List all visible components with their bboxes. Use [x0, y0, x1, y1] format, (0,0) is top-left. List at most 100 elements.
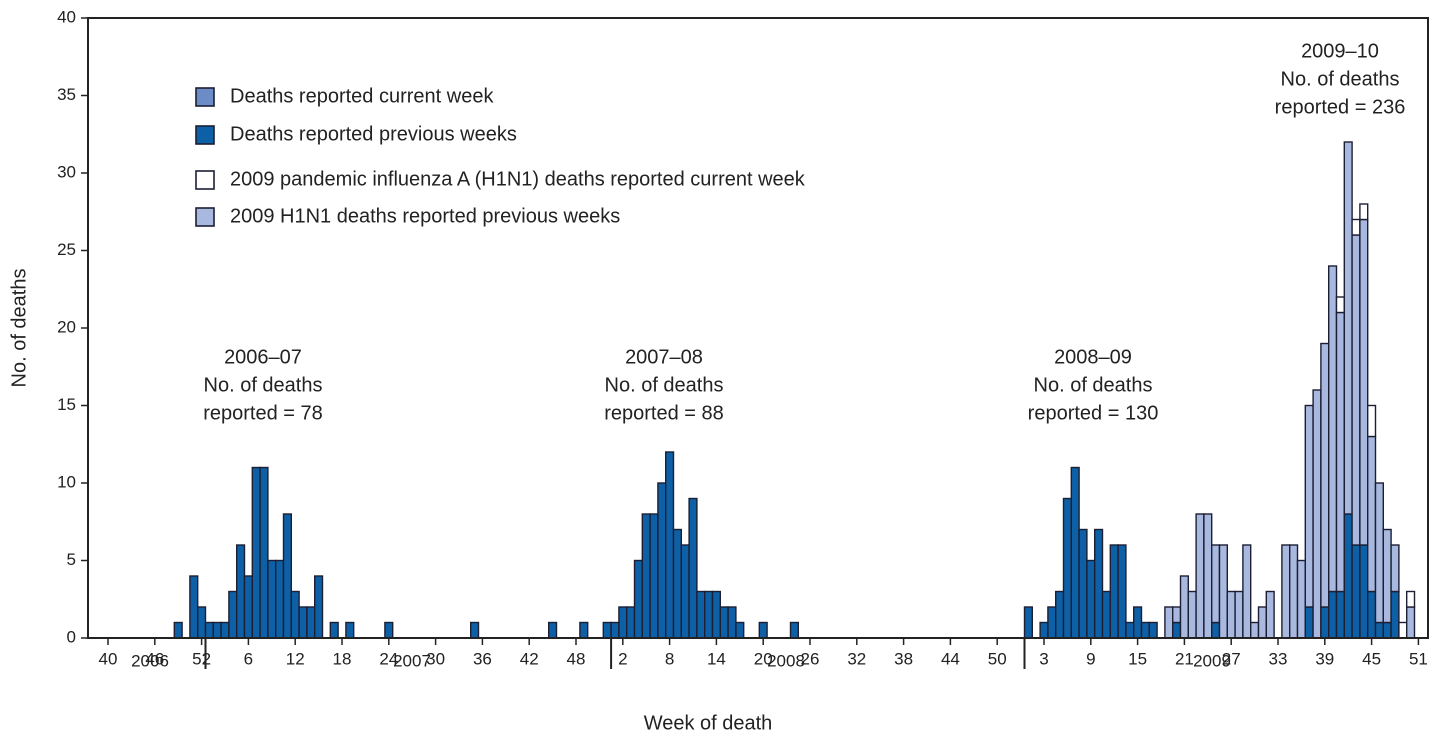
x-tick-label: 8: [665, 649, 674, 668]
x-tick-label: 52: [192, 649, 211, 668]
bar-segment: [1257, 606, 1268, 639]
x-tick-label: 48: [567, 649, 586, 668]
bar-segment: [680, 544, 690, 639]
season-annotation: No. of deaths: [1281, 68, 1400, 90]
x-tick-label: 3: [1039, 649, 1048, 668]
season-annotation: 2009–10: [1301, 40, 1379, 62]
bar-segment: [1390, 590, 1400, 639]
x-tick-label: 9: [1086, 649, 1095, 668]
bar-segment: [1312, 389, 1322, 639]
bar-segment: [1234, 590, 1244, 639]
bar-segment: [1086, 559, 1096, 639]
bar-segment: [189, 575, 199, 639]
season-annotation: No. of deaths: [1034, 374, 1153, 396]
bar-segment: [1047, 606, 1057, 639]
bar-segment: [1179, 575, 1190, 639]
bar-segment: [290, 590, 300, 639]
season-annotation: 2008–09: [1054, 346, 1132, 368]
x-tick-label: 30: [426, 649, 445, 668]
x-tick-label: 38: [894, 649, 913, 668]
bar-segment: [173, 621, 183, 639]
x-tick-label: 2: [618, 649, 627, 668]
bar-segment: [1226, 590, 1236, 639]
bar-segment: [1351, 544, 1361, 639]
bar-segment: [1351, 234, 1361, 546]
bar-segment: [1335, 296, 1346, 314]
bar-segment: [1249, 621, 1260, 639]
y-tick-label: 35: [57, 85, 76, 104]
bar-segment: [1117, 544, 1127, 639]
bar-segment: [235, 544, 246, 639]
season-annotation: No. of deaths: [204, 374, 323, 396]
legend-label: Deaths reported previous weeks: [230, 123, 517, 145]
y-tick-label: 15: [57, 395, 76, 414]
bar-segment: [212, 621, 222, 639]
bar-segment: [314, 575, 324, 639]
x-tick-label: 21: [1175, 649, 1194, 668]
y-tick-label: 30: [57, 162, 76, 181]
bar-segment: [789, 621, 800, 639]
bar-segment: [1242, 544, 1252, 639]
x-tick-label: 26: [801, 649, 820, 668]
bar-segment: [1351, 218, 1361, 236]
bar-segment: [579, 621, 589, 639]
bar-segment: [1187, 590, 1197, 639]
season-annotation: 2006–07: [224, 346, 302, 368]
y-tick-label: 0: [67, 627, 76, 646]
bar-segment: [1366, 435, 1377, 593]
x-tick-label: 46: [145, 649, 164, 668]
bar-segment: [1327, 590, 1338, 639]
bar-segment: [1366, 590, 1377, 639]
season-annotation: reported = 78: [203, 402, 323, 424]
year-label: 2008: [767, 651, 805, 670]
bar-segment: [1398, 621, 1408, 639]
bar-segment: [259, 466, 269, 639]
bar-segment: [1320, 342, 1330, 608]
x-tick-label: 45: [1362, 649, 1381, 668]
legend-swatch: [195, 87, 215, 107]
bar-segment: [633, 559, 644, 639]
legend-swatch: [195, 207, 215, 227]
bar-segment: [1382, 528, 1392, 624]
bar-segment: [1390, 544, 1400, 593]
x-tick-label: 39: [1315, 649, 1334, 668]
x-tick-label: 32: [847, 649, 866, 668]
bar-segment: [298, 606, 308, 639]
bar-segment: [618, 606, 628, 639]
bar-segment: [1359, 544, 1369, 639]
season-annotation: reported = 236: [1275, 96, 1406, 118]
bar-segment: [1218, 544, 1229, 639]
x-tick-label: 20: [754, 649, 773, 668]
bar-segment: [672, 528, 683, 639]
bar-segment: [1288, 544, 1299, 639]
bar-segment: [665, 451, 675, 639]
bar-segment: [727, 606, 737, 639]
bar-segment: [548, 621, 558, 639]
season-annotation: No. of deaths: [605, 374, 724, 396]
y-tick-label: 20: [57, 317, 76, 336]
bar-segment: [1304, 606, 1314, 639]
y-axis-label: No. of deaths: [8, 269, 30, 388]
x-tick-label: 36: [473, 649, 492, 668]
bar-segment: [696, 590, 706, 639]
bar-segment: [267, 559, 277, 639]
x-tick-label: 6: [244, 649, 253, 668]
bar-segment: [1210, 621, 1221, 639]
bar-segment: [282, 513, 293, 639]
bar-segment: [735, 621, 745, 639]
legend-label: 2009 H1N1 deaths reported previous weeks: [230, 205, 620, 227]
bar-segment: [1359, 218, 1369, 546]
bar-segment: [1171, 621, 1182, 639]
x-tick-label: 33: [1269, 649, 1288, 668]
bar-segment: [329, 621, 339, 639]
x-tick-label: 12: [286, 649, 305, 668]
bar-segment: [1125, 621, 1135, 639]
bar-segment: [688, 497, 698, 639]
bar-segment: [626, 606, 636, 639]
bar-segment: [220, 621, 230, 639]
bar-segment: [1078, 528, 1088, 639]
year-label: 2006: [131, 651, 169, 670]
bar-segment: [657, 482, 667, 639]
bar-segment: [719, 606, 729, 639]
